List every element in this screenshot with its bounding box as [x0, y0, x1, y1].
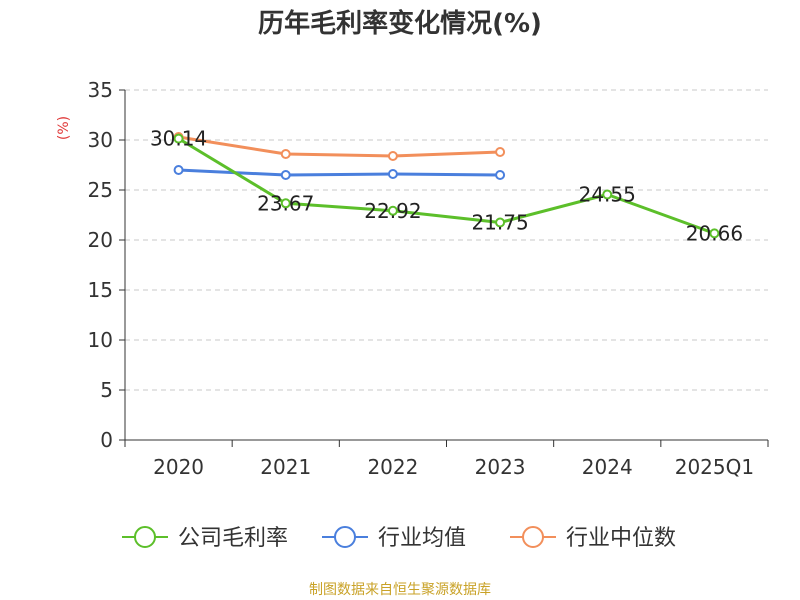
data-label-2025Q1: 20.66	[686, 221, 743, 245]
legend-label-2: 行业中位数	[566, 526, 676, 551]
series-0-point-2025Q1	[709, 228, 720, 239]
x-tick-label-2025Q1: 2025Q1	[675, 455, 754, 479]
series-layer	[173, 132, 720, 239]
legend-label-0: 公司毛利率	[178, 526, 288, 551]
x-tick-label-2022: 2022	[367, 455, 418, 479]
x-tick-label-2021: 2021	[260, 455, 311, 479]
source-note: 制图数据来自恒生聚源数据库	[309, 582, 491, 598]
series-0-point-2020	[173, 133, 184, 144]
data-label-2023: 21.75	[471, 211, 528, 235]
y-axis-unit-label: (%)	[56, 116, 72, 140]
y-tick-label-30: 30	[88, 128, 113, 152]
series-1-point-2021	[280, 170, 291, 180]
series-0-point-2021	[280, 198, 291, 209]
series-2-point-2023	[495, 147, 506, 157]
series-2-point-2022	[387, 151, 398, 161]
chart-title: 历年毛利率变化情况(%)	[258, 8, 542, 39]
data-labels: 30.14 23.67 22.92 21.75 24.55 20.66	[150, 127, 743, 246]
y-tick-label-35: 35	[88, 78, 113, 102]
series-2-point-2021	[280, 149, 291, 159]
legend: 公司毛利率 行业均值 行业中位数	[122, 526, 676, 551]
y-tick-label-10: 10	[88, 328, 113, 352]
series-0-point-2023	[495, 217, 506, 228]
y-tick-label-0: 0	[100, 428, 113, 452]
y-tick-label-25: 25	[88, 178, 113, 202]
data-label-2021: 23.67	[257, 191, 314, 215]
legend-marker-2	[522, 526, 544, 548]
legend-marker-1	[334, 526, 356, 548]
series-0-point-2024	[602, 189, 613, 200]
series-0-point-2022	[387, 205, 398, 216]
x-tick-label-2023: 2023	[475, 455, 526, 479]
y-tick-label-5: 5	[100, 378, 113, 402]
series-1-point-2022	[387, 169, 398, 179]
series-line-2	[178, 135, 501, 158]
x-tick-label-2020: 2020	[153, 455, 204, 479]
y-tick-label-20: 20	[88, 228, 113, 252]
data-label-2022: 22.92	[364, 199, 421, 223]
series-1-point-2020	[173, 165, 184, 175]
x-tick-label-2024: 2024	[582, 455, 633, 479]
series-1-point-2023	[495, 170, 506, 180]
legend-label-1: 行业均值	[378, 526, 466, 551]
axes: 0 5 10 15 20 25 30 35 2020 2021 2022 2023 2024 2025Q1	[88, 78, 769, 479]
grid-lines	[125, 89, 768, 391]
legend-marker-0	[134, 526, 156, 548]
series-line-1	[178, 168, 501, 177]
y-tick-label-15: 15	[88, 278, 113, 302]
series-line-0	[177, 137, 715, 235]
data-label-2024: 24.55	[579, 183, 636, 207]
data-label-2020: 30.14	[150, 127, 207, 151]
